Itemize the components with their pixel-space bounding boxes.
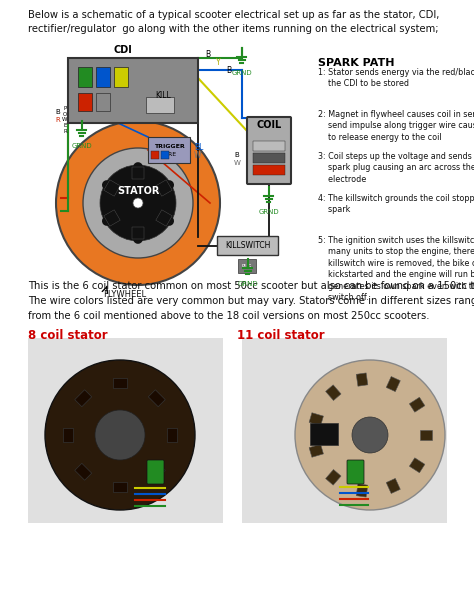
Bar xyxy=(113,378,127,388)
Text: 3: Coil steps up the voltage and sends it to the
    spark plug causing an arc a: 3: Coil steps up the voltage and sends i… xyxy=(318,152,474,184)
Bar xyxy=(356,373,368,386)
Text: R: R xyxy=(55,117,60,123)
Bar xyxy=(309,444,323,457)
Text: P
O
W
E
R: P O W E R xyxy=(62,106,68,134)
Text: 1: Stator sends energy via the red/black wire to
    the CDI to be stored: 1: Stator sends energy via the red/black… xyxy=(318,68,474,88)
Bar xyxy=(326,470,341,485)
Bar xyxy=(132,167,144,179)
FancyBboxPatch shape xyxy=(347,460,364,484)
Text: GRND: GRND xyxy=(232,70,252,76)
Text: 5: The ignition switch uses the killswitch wire on
    many units to stop the en: 5: The ignition switch uses the killswit… xyxy=(318,236,474,302)
Text: W: W xyxy=(234,160,241,166)
Bar xyxy=(386,376,401,392)
Text: BL: BL xyxy=(194,143,203,153)
Bar xyxy=(78,93,92,111)
Bar xyxy=(253,141,285,151)
Bar xyxy=(96,67,110,87)
FancyBboxPatch shape xyxy=(242,338,447,523)
Circle shape xyxy=(83,148,193,258)
Text: STATOR: STATOR xyxy=(117,186,159,196)
Text: Below is a schematic of a typical scooter electrical set up as far as the stator: Below is a schematic of a typical scoote… xyxy=(28,10,439,34)
FancyBboxPatch shape xyxy=(147,460,164,484)
Text: GRND: GRND xyxy=(259,209,279,215)
Bar xyxy=(132,227,144,239)
Text: GRND: GRND xyxy=(72,143,92,149)
Bar xyxy=(75,390,91,406)
Text: B: B xyxy=(226,66,231,75)
Bar xyxy=(156,210,172,226)
Bar xyxy=(167,428,177,442)
Bar xyxy=(146,97,174,113)
FancyBboxPatch shape xyxy=(247,117,291,184)
Text: 11 coil stator: 11 coil stator xyxy=(237,329,325,342)
Text: KILL: KILL xyxy=(155,91,171,99)
Bar xyxy=(75,463,91,480)
Text: GRND: GRND xyxy=(237,281,258,287)
Bar xyxy=(420,430,432,440)
Text: B: B xyxy=(205,50,210,59)
FancyBboxPatch shape xyxy=(218,237,279,256)
Circle shape xyxy=(95,410,145,460)
Bar xyxy=(68,58,198,123)
Text: This is the 6 coil stator common on most 50cc scooter but also can be found on a: This is the 6 coil stator common on most… xyxy=(28,281,474,321)
Circle shape xyxy=(56,121,220,285)
Text: Y: Y xyxy=(216,58,220,67)
Text: B: B xyxy=(234,152,239,158)
Bar xyxy=(96,93,110,111)
Text: 8 coil stator: 8 coil stator xyxy=(28,329,108,342)
Text: B: B xyxy=(55,109,60,115)
Circle shape xyxy=(295,360,445,510)
Bar xyxy=(238,259,256,273)
Circle shape xyxy=(133,198,143,208)
Text: FLYWHEEL: FLYWHEEL xyxy=(103,290,146,299)
Bar xyxy=(148,137,190,163)
Text: CDI: CDI xyxy=(114,45,132,55)
Bar xyxy=(309,413,323,425)
Bar xyxy=(63,428,73,442)
Bar xyxy=(78,67,92,87)
Bar xyxy=(148,463,165,480)
Text: 2: Magnet in flywheel causes coil in sensor to
    send impulse along trigger wi: 2: Magnet in flywheel causes coil in sen… xyxy=(318,110,474,142)
Bar xyxy=(326,385,341,400)
Bar xyxy=(148,390,165,406)
Bar xyxy=(104,210,120,226)
Bar xyxy=(104,180,120,196)
Bar xyxy=(356,484,368,497)
Text: 4: The killswitch grounds the coil stopping the
    spark: 4: The killswitch grounds the coil stopp… xyxy=(318,194,474,215)
Bar xyxy=(386,478,401,493)
Bar xyxy=(114,67,128,87)
Bar xyxy=(253,153,285,163)
Bar xyxy=(113,482,127,492)
Bar xyxy=(253,165,285,175)
Circle shape xyxy=(45,360,195,510)
FancyBboxPatch shape xyxy=(28,338,223,523)
Text: KILLSWITCH: KILLSWITCH xyxy=(225,242,271,251)
Bar xyxy=(151,151,159,159)
Text: TRIGGER: TRIGGER xyxy=(154,145,184,150)
Text: PLG: PLG xyxy=(242,264,252,268)
Text: WIRE: WIRE xyxy=(161,153,177,158)
Circle shape xyxy=(100,165,176,241)
Bar xyxy=(156,180,172,196)
Text: SPARK PATH: SPARK PATH xyxy=(318,58,394,68)
Text: W: W xyxy=(194,151,201,161)
Bar xyxy=(161,151,169,159)
Bar xyxy=(310,423,338,445)
Bar xyxy=(410,458,425,473)
Circle shape xyxy=(352,417,388,453)
Bar xyxy=(410,397,425,412)
Text: COIL: COIL xyxy=(256,120,282,130)
